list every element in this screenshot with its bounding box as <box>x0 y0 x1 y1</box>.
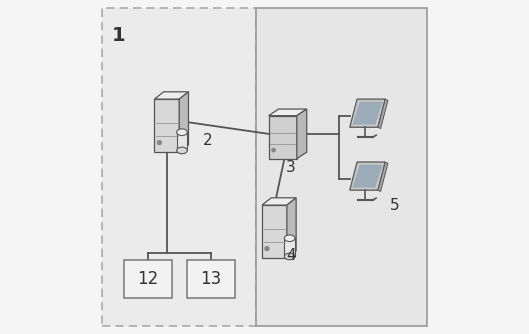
Polygon shape <box>179 92 188 152</box>
FancyBboxPatch shape <box>124 260 172 298</box>
Text: 3: 3 <box>286 160 296 175</box>
Ellipse shape <box>177 147 187 154</box>
Ellipse shape <box>177 129 187 136</box>
Ellipse shape <box>285 253 295 260</box>
Polygon shape <box>287 198 296 258</box>
Ellipse shape <box>285 235 295 241</box>
Polygon shape <box>297 109 307 159</box>
FancyBboxPatch shape <box>256 8 427 326</box>
Polygon shape <box>350 162 385 190</box>
Polygon shape <box>352 165 382 187</box>
Polygon shape <box>154 92 188 99</box>
Polygon shape <box>350 99 385 127</box>
Text: 1: 1 <box>112 26 126 45</box>
Polygon shape <box>352 102 382 125</box>
Circle shape <box>265 246 269 250</box>
Polygon shape <box>177 132 187 150</box>
Polygon shape <box>285 238 295 257</box>
FancyBboxPatch shape <box>187 260 235 298</box>
Polygon shape <box>269 116 297 159</box>
Text: 5: 5 <box>390 198 400 213</box>
Text: 2: 2 <box>203 134 213 149</box>
Text: 12: 12 <box>137 270 158 288</box>
Polygon shape <box>378 162 388 191</box>
Polygon shape <box>262 198 296 205</box>
Circle shape <box>272 148 275 152</box>
Circle shape <box>157 141 161 145</box>
Polygon shape <box>154 99 179 152</box>
Polygon shape <box>269 109 307 116</box>
Polygon shape <box>378 99 388 129</box>
Polygon shape <box>262 205 287 258</box>
FancyBboxPatch shape <box>102 8 256 326</box>
Text: 4: 4 <box>286 248 296 263</box>
Text: 13: 13 <box>200 270 221 288</box>
